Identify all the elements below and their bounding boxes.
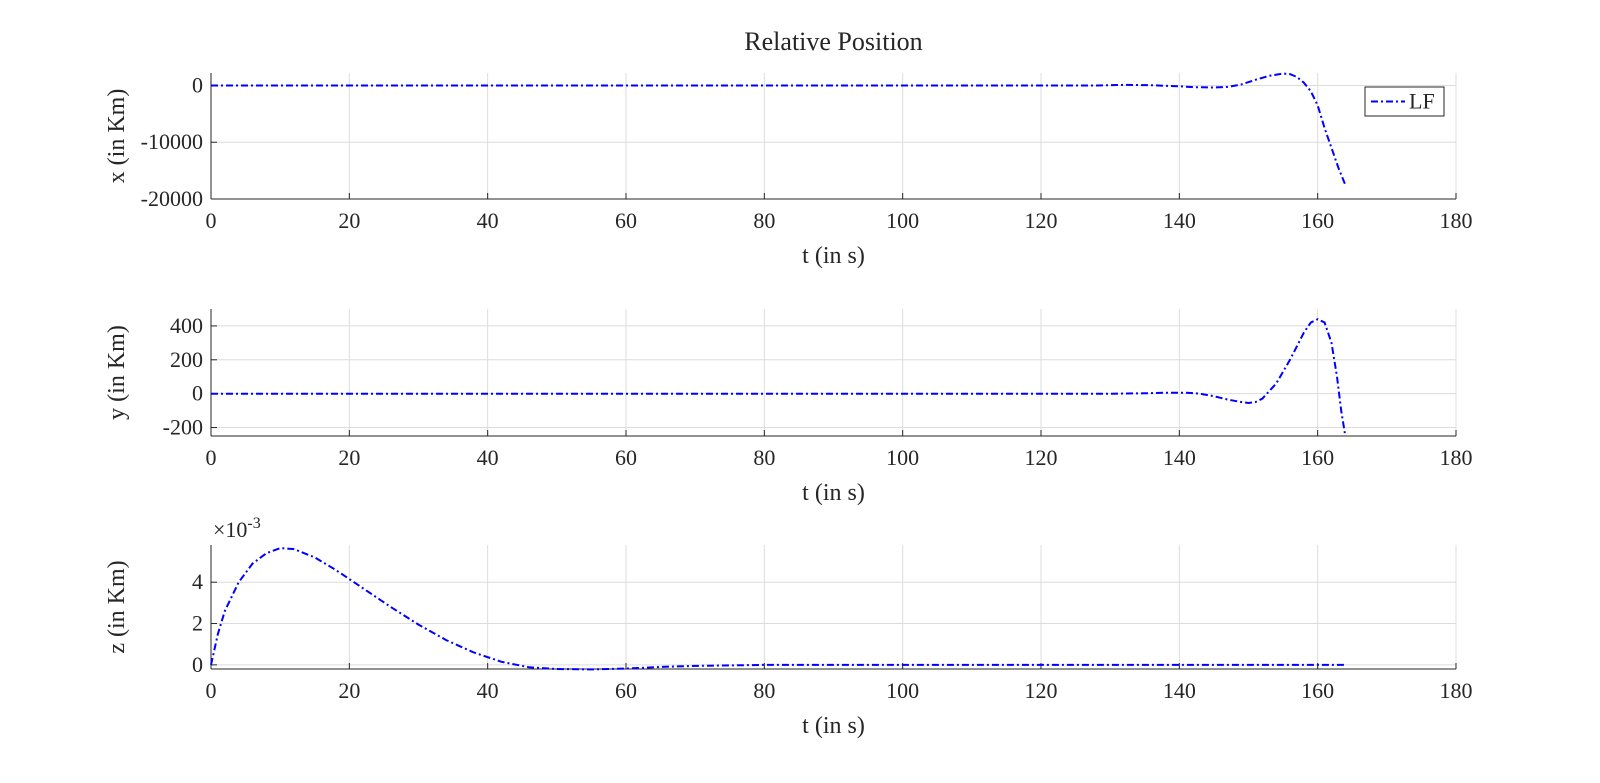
x-tick-label: 120 bbox=[1025, 208, 1058, 233]
x-tick-label: 0 bbox=[206, 208, 217, 233]
series-line-lf bbox=[211, 72, 1347, 186]
x-tick-label: 180 bbox=[1440, 445, 1473, 470]
x-tick-label: 40 bbox=[477, 445, 499, 470]
y-axis-label: y (in Km) bbox=[104, 325, 130, 420]
x-tick-label: 180 bbox=[1440, 678, 1473, 703]
y-tick-label: 0 bbox=[192, 381, 203, 406]
series-line-lf bbox=[210, 547, 1346, 671]
y-exponent-label: ×10-3 bbox=[213, 515, 261, 542]
y-tick-label: 0 bbox=[192, 72, 203, 97]
x-tick-label: 100 bbox=[886, 678, 919, 703]
legend: LF bbox=[1364, 86, 1445, 117]
x-tick-label: 60 bbox=[615, 208, 637, 233]
x-tick-label: 40 bbox=[477, 678, 499, 703]
x-axis-label: t (in s) bbox=[802, 243, 865, 269]
x-tick-label: 160 bbox=[1301, 208, 1334, 233]
x-tick-label: 180 bbox=[1440, 208, 1473, 233]
x-tick-label: 80 bbox=[753, 208, 775, 233]
legend-entry-label: LF bbox=[1409, 89, 1435, 114]
x-tick-label: 160 bbox=[1301, 678, 1334, 703]
y-tick-label: -20000 bbox=[141, 186, 203, 211]
x-axis-label: t (in s) bbox=[802, 713, 865, 739]
x-tick-label: 0 bbox=[206, 678, 217, 703]
x-tick-label: 60 bbox=[615, 678, 637, 703]
x-tick-label: 20 bbox=[338, 208, 360, 233]
subplot-3: 0 20 40 60 80 100 120 140 160 180 0 2 4 t (in s) z (in… bbox=[104, 515, 1473, 739]
x-tick-label: 160 bbox=[1301, 445, 1334, 470]
x-tick-label: 100 bbox=[886, 445, 919, 470]
y-tick-label: -10000 bbox=[141, 129, 203, 154]
x-tick-label: 100 bbox=[886, 208, 919, 233]
x-tick-label: 60 bbox=[615, 445, 637, 470]
x-tick-label: 80 bbox=[753, 678, 775, 703]
figure-title: Relative Position bbox=[744, 27, 922, 56]
x-axis-label: t (in s) bbox=[802, 480, 865, 506]
subplot-1: 0 20 40 60 80 100 120 140 160 180 -20000 -10000 0 t (… bbox=[104, 72, 1473, 269]
y-tick-label: -200 bbox=[163, 415, 203, 440]
x-tick-label: 140 bbox=[1163, 678, 1196, 703]
y-axis-label: z (in Km) bbox=[104, 560, 130, 653]
x-tick-label: 120 bbox=[1025, 445, 1058, 470]
x-tick-label: 120 bbox=[1025, 678, 1058, 703]
y-tick-label: 4 bbox=[192, 569, 203, 594]
x-tick-label: 20 bbox=[338, 678, 360, 703]
x-tick-label: 80 bbox=[753, 445, 775, 470]
x-tick-label: 40 bbox=[477, 208, 499, 233]
x-tick-label: 140 bbox=[1163, 445, 1196, 470]
series-line-lf bbox=[211, 318, 1347, 437]
y-tick-label: 200 bbox=[170, 347, 203, 372]
x-tick-label: 20 bbox=[338, 445, 360, 470]
y-tick-label: 2 bbox=[192, 611, 203, 636]
y-tick-label: 400 bbox=[170, 313, 203, 338]
x-tick-label: 140 bbox=[1163, 208, 1196, 233]
y-axis-label: x (in Km) bbox=[104, 89, 130, 184]
x-tick-label: 0 bbox=[206, 445, 217, 470]
y-tick-label: 0 bbox=[192, 652, 203, 677]
